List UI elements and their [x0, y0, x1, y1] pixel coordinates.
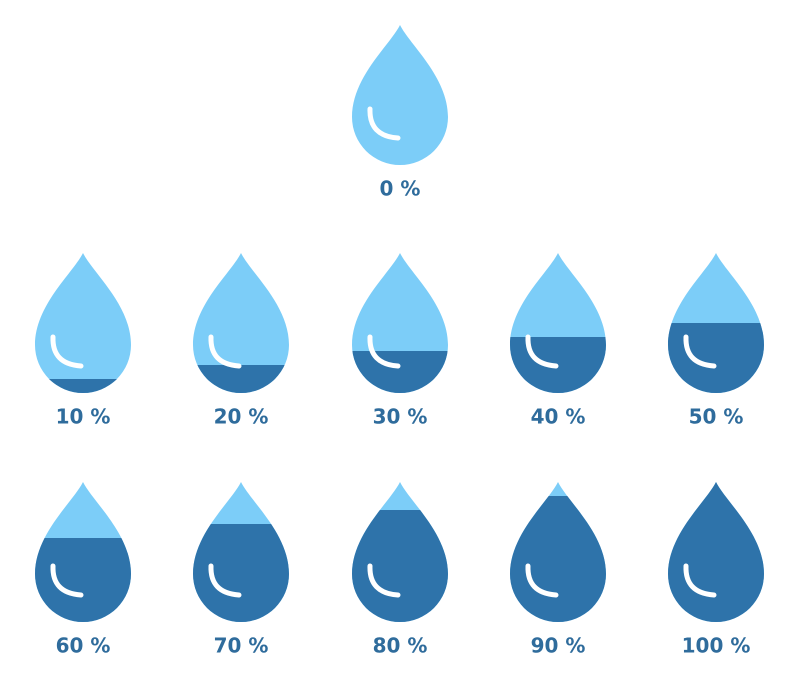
- drop-fill: [193, 524, 289, 622]
- drop: [510, 482, 606, 622]
- drop: [35, 253, 131, 393]
- drop: [352, 253, 448, 393]
- drop-label: 20 %: [214, 405, 269, 429]
- drop-label: 70 %: [214, 634, 269, 658]
- drop: [668, 482, 764, 622]
- highlight: [525, 334, 559, 369]
- drop: [193, 253, 289, 393]
- highlight: [683, 563, 717, 598]
- highlight: [525, 563, 559, 598]
- drop-label: 50 %: [689, 405, 744, 429]
- drop-body: [35, 253, 131, 393]
- drop-label: 80 %: [373, 634, 428, 658]
- drop-label: 100 %: [682, 634, 751, 658]
- drop-fill: [35, 538, 131, 622]
- drop: [668, 253, 764, 393]
- drop-body: [352, 25, 448, 165]
- drop-fill: [193, 365, 289, 393]
- drop-fill: [35, 379, 131, 393]
- drop-label: 90 %: [531, 634, 586, 658]
- drop: [352, 482, 448, 622]
- drop-label: 60 %: [56, 634, 111, 658]
- drop: [510, 253, 606, 393]
- highlight: [367, 334, 401, 369]
- drop-label: 30 %: [373, 405, 428, 429]
- highlight: [367, 106, 401, 141]
- drop-fill: [352, 351, 448, 393]
- drop-label: 0 %: [380, 177, 421, 201]
- highlight: [208, 334, 242, 369]
- drop-fill: [668, 323, 764, 393]
- highlight: [683, 334, 717, 369]
- drop-label: 40 %: [531, 405, 586, 429]
- drop-fill: [510, 496, 606, 622]
- highlight: [367, 563, 401, 598]
- highlight: [208, 563, 242, 598]
- drop: [35, 482, 131, 622]
- drop-fill: [668, 482, 764, 622]
- drop: [193, 482, 289, 622]
- highlight: [50, 334, 84, 369]
- highlight: [50, 563, 84, 598]
- drop-fill: [352, 510, 448, 622]
- drop-label: 10 %: [56, 405, 111, 429]
- drop: [352, 25, 448, 165]
